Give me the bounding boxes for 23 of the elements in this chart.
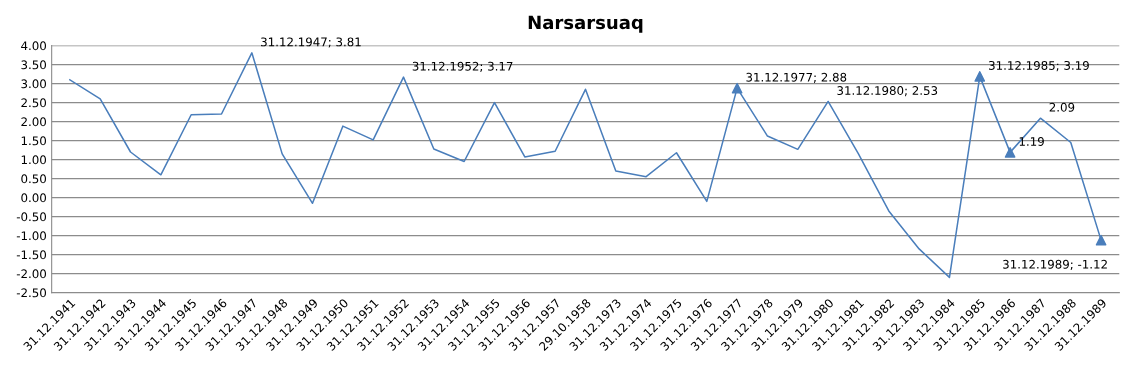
annotation: 31.12.1989; -1.12 <box>1003 259 1107 270</box>
y-tick-label: 4.00 <box>21 41 47 51</box>
chart-title: Narsarsuaq <box>528 15 643 33</box>
y-tick-label: -0.50 <box>16 212 47 222</box>
y-tick-label: -2.00 <box>16 269 47 279</box>
annotation: 31.12.1947; 3.81 <box>261 37 361 48</box>
y-tick-label: -1.00 <box>16 231 47 241</box>
y-tick-label: 1.00 <box>21 155 47 165</box>
annotation: 31.12.1952; 3.17 <box>412 61 513 72</box>
y-tick-label: 1.50 <box>21 136 47 146</box>
y-tick-label: 0.50 <box>21 174 47 184</box>
y-tick-label: 2.50 <box>21 98 47 108</box>
y-tick-label: -1.50 <box>16 250 47 260</box>
annotation: 1.19 <box>1019 137 1044 146</box>
annotation: 2.09 <box>1049 102 1075 112</box>
y-tick-label: 3.50 <box>21 60 47 70</box>
annotation: 31.12.1985; 3.19 <box>989 61 1089 72</box>
y-tick-label: 3.00 <box>21 79 47 89</box>
y-tick-label: -2.50 <box>16 288 47 298</box>
annotation: 31.12.1977; 2.88 <box>746 72 847 83</box>
annotation: 31.12.1980; 2.53 <box>837 86 938 97</box>
y-tick-label: 2.00 <box>21 117 47 127</box>
y-tick-label: 0.00 <box>21 193 47 203</box>
